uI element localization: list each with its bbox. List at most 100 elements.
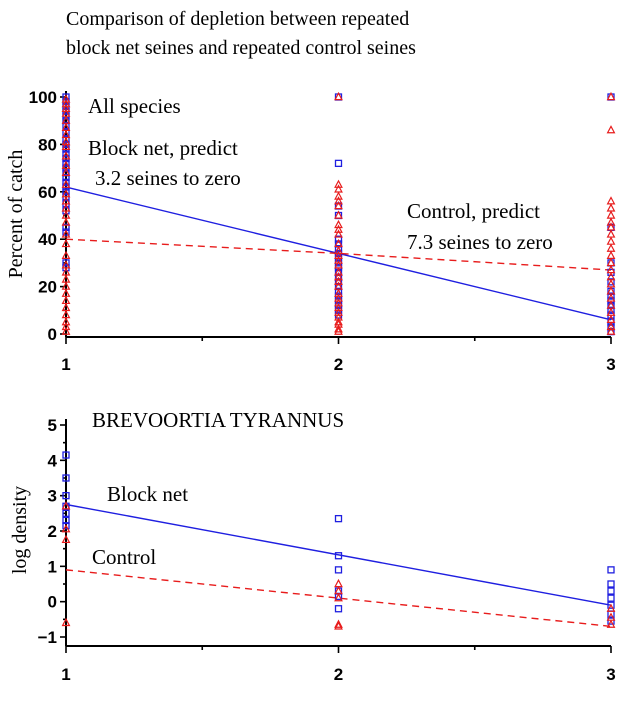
top-chart-point-square xyxy=(62,128,70,137)
bottom-chart-point-square xyxy=(62,509,70,517)
top-chart: 0 20 40 60 80 100 1 2 3 Percent of catch All spe… xyxy=(5,88,616,374)
bottom-chart-point-square xyxy=(334,605,343,613)
bottom-chart-fit-line-control xyxy=(65,569,612,628)
bottom-chart-point-square xyxy=(62,451,70,459)
bottom-chart-point-triangle xyxy=(61,534,71,544)
bottom-chart-point-square xyxy=(62,492,70,500)
bottom-chart-point-triangle xyxy=(334,621,343,630)
top-chart-point-triangle xyxy=(606,217,616,226)
annotation-block-net-seines: 3.2 seines to zero xyxy=(95,166,241,190)
top-chart-point-triangle xyxy=(606,125,616,134)
annotation-block-net: Block net xyxy=(107,482,188,506)
bottom-chart: −1 0 1 2 3 4 5 1 2 3 log density BREVOORTIA TYRAN… xyxy=(9,408,616,684)
top-chart-point-triangle xyxy=(334,276,343,286)
top-chart-point-triangle xyxy=(334,255,343,264)
top-chart-point-triangle xyxy=(334,272,343,281)
top-chart-point-triangle xyxy=(334,179,343,188)
bottom-chart-point-square xyxy=(607,601,615,609)
bottom-chart-fit-line-block-net xyxy=(65,503,612,606)
top-chart-point-triangle xyxy=(334,196,343,205)
bottom-chart-point-square xyxy=(334,552,343,560)
top-chart-point-triangle xyxy=(334,288,343,297)
top-chart-y-tick-label: 40 xyxy=(38,230,57,249)
annotation-block-net-predict: Block net, predict xyxy=(88,136,238,160)
annotation-control-seines: 7.3 seines to zero xyxy=(407,230,553,254)
bottom-chart-y-tick-label: 3 xyxy=(48,487,57,506)
top-chart-point-triangle xyxy=(61,94,71,103)
bottom-chart-point-triangle xyxy=(606,603,616,612)
top-chart-point-triangle xyxy=(606,229,616,238)
bottom-chart-y-tick-label: 5 xyxy=(48,416,57,435)
top-chart-point-square xyxy=(334,235,343,243)
top-chart-point-square xyxy=(607,306,615,314)
top-chart-point-triangle xyxy=(606,243,616,252)
bottom-chart-point-triangle xyxy=(334,593,343,602)
top-chart-point-triangle xyxy=(334,219,343,229)
top-chart-point-square xyxy=(607,292,615,300)
top-chart-point-triangle xyxy=(334,91,343,101)
top-chart-point-triangle xyxy=(334,224,343,233)
top-chart-point-triangle xyxy=(61,167,71,177)
bottom-chart-point-square xyxy=(607,594,615,602)
top-chart-point-triangle xyxy=(334,250,343,259)
bottom-chart-point-triangle xyxy=(334,578,343,588)
top-chart-point-triangle xyxy=(606,321,616,331)
bottom-chart-point-square xyxy=(62,516,70,525)
top-chart-point-triangle xyxy=(61,250,71,259)
top-chart-y-axis-label: Percent of catch xyxy=(5,150,27,279)
top-chart-point-square xyxy=(62,228,70,236)
bottom-chart-point-square xyxy=(334,566,343,574)
bottom-chart-point-triangle xyxy=(61,617,71,627)
top-chart-point-triangle xyxy=(334,302,343,312)
top-chart-point-triangle xyxy=(334,307,343,316)
top-chart-point-triangle xyxy=(61,136,71,146)
top-chart-point-square xyxy=(62,121,70,130)
top-chart-point-triangle xyxy=(61,141,71,150)
top-chart-point-square xyxy=(607,278,615,286)
bottom-chart-y-axis-label: log density xyxy=(9,486,31,574)
top-chart-point-triangle xyxy=(334,324,343,333)
top-chart-x-tick-label: 3 xyxy=(606,355,615,374)
bottom-chart-y-tick-label: 0 xyxy=(48,593,57,612)
annotation-all-species: All species xyxy=(88,94,181,118)
bottom-chart-y-tick-label: −1 xyxy=(38,628,57,647)
top-chart-point-triangle xyxy=(606,236,616,245)
bottom-chart-point-triangle xyxy=(61,524,71,533)
top-chart-point-triangle xyxy=(334,191,343,200)
bottom-chart-y-tick-label: 1 xyxy=(48,557,57,576)
bottom-chart-y-tick-label: 4 xyxy=(48,451,58,470)
top-chart-point-triangle xyxy=(61,99,71,108)
top-chart-point-triangle xyxy=(334,267,343,276)
bottom-chart-y-tick-label: 2 xyxy=(48,522,57,541)
top-chart-point-triangle xyxy=(334,298,343,307)
top-chart-point-square xyxy=(62,188,70,196)
top-chart-y-tick-label: 20 xyxy=(38,278,57,297)
bottom-chart-point-square xyxy=(607,566,615,574)
top-chart-point-triangle xyxy=(334,245,343,255)
bottom-chart-x-tick-label: 1 xyxy=(61,665,70,684)
figure-title-line-2: block net seines and repeated control se… xyxy=(66,37,416,59)
top-chart-point-triangle xyxy=(606,210,616,219)
annotation-control: Control xyxy=(92,545,156,569)
bottom-chart-point-square xyxy=(334,514,343,523)
top-chart-point-triangle xyxy=(61,326,71,335)
bottom-chart-point-square xyxy=(62,474,70,482)
top-chart-point-triangle xyxy=(334,200,343,210)
top-chart-point-triangle xyxy=(61,317,71,326)
top-chart-point-triangle xyxy=(606,203,616,212)
top-chart-y-tick-label: 100 xyxy=(29,88,57,107)
bottom-chart-x-tick-label: 3 xyxy=(606,665,615,684)
top-chart-point-triangle xyxy=(61,151,71,160)
top-chart-x-tick-label: 1 xyxy=(61,355,70,374)
top-chart-point-triangle xyxy=(61,238,71,248)
bottom-chart-point-square xyxy=(62,522,70,530)
top-chart-point-triangle xyxy=(61,217,71,226)
figure-title-line-1: Comparison of depletion between repeated xyxy=(66,8,409,30)
top-chart-point-square xyxy=(62,259,70,267)
top-chart-x-tick-label: 2 xyxy=(334,355,343,374)
top-chart-point-triangle xyxy=(606,326,616,335)
top-chart-point-square xyxy=(62,150,70,158)
top-chart-point-triangle xyxy=(606,250,616,259)
top-chart-point-triangle xyxy=(61,321,71,331)
